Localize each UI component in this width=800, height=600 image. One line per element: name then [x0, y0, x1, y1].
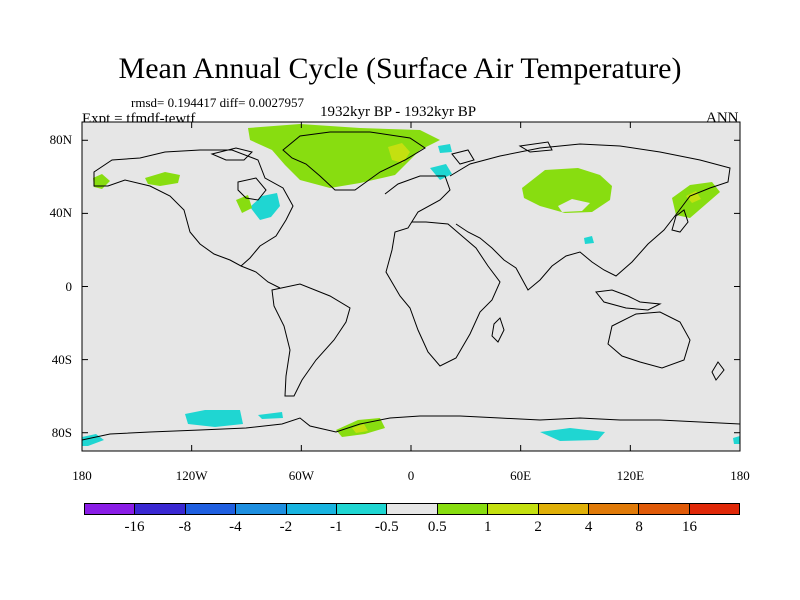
colorbar-tick-label: -2 [279, 519, 293, 535]
ross-cool-patch [185, 410, 243, 427]
southwest-cool-patch [82, 434, 104, 446]
madagascar [491, 317, 505, 343]
antarctica-coast [81, 415, 741, 441]
anomaly-patches [82, 124, 740, 446]
colorbar-tick-label: -16 [124, 519, 145, 535]
x-tick-label: 60W [288, 468, 314, 483]
colorbar-tick-label: -4 [229, 519, 242, 535]
arctic-islands [210, 141, 553, 165]
australia-coast [607, 311, 691, 369]
canada-cool-patch [250, 193, 280, 220]
coastlines [81, 131, 741, 441]
north-america-coast [93, 149, 294, 267]
colorbar [84, 503, 740, 515]
canada-green-patch [236, 195, 252, 213]
asia-hole [558, 199, 590, 212]
colorbar-tick-label: -8 [178, 519, 192, 535]
south-america-coast [271, 283, 351, 397]
y-tick-label: 0 [65, 278, 73, 294]
rmsd-diff-stats: rmsd= 0.194417 diff= 0.0027957 [131, 95, 304, 110]
colorbar-swatch [336, 504, 388, 514]
colorbar-tick-label: 16 [682, 519, 698, 535]
x-tick-label: 60E [510, 468, 532, 483]
y-tick-label: 40S [51, 351, 72, 367]
colorbar-tick-label: 2 [534, 519, 542, 535]
colorbar-swatch [639, 504, 690, 514]
arctic-cool-patch [438, 144, 452, 153]
colorbar-swatch [85, 504, 136, 514]
east-antarctic-cool-patch [540, 428, 605, 441]
colorbar-swatch [286, 504, 337, 514]
x-tick-label: 180 [72, 468, 92, 483]
plot-background [82, 122, 740, 451]
colorbar-tick-label: 0.5 [427, 519, 447, 535]
y-tick-label: 40N [49, 205, 72, 221]
colorbar-swatch [488, 504, 539, 514]
colorbar-tick-label: -0.5 [374, 519, 399, 535]
colorbar-swatch [236, 504, 287, 514]
y-tick-label: 80S [51, 424, 72, 440]
asia-coast [449, 143, 731, 291]
barents-cool-patch [430, 164, 452, 180]
weddell-inner-patch [352, 424, 368, 433]
new-zealand [711, 361, 725, 381]
x-tick-label: 180 [730, 468, 750, 483]
alaska-warm-patch [93, 174, 110, 189]
y-tick-label: 80N [49, 132, 72, 148]
southeast-cool-patch [733, 436, 740, 444]
colorbar-tick-label: -1 [330, 519, 343, 535]
kamchatka-inner-patch [686, 191, 701, 203]
x-tick-label: 120W [175, 468, 208, 483]
colorbar-swatch [689, 504, 740, 514]
colorbar-tick-label: 8 [635, 519, 643, 535]
central-america [240, 265, 281, 289]
x-tick-label: 120E [616, 468, 645, 483]
pacific-cool-patch [584, 236, 594, 244]
colorbar-swatch [538, 504, 589, 514]
colorbar-swatch [588, 504, 640, 514]
asia-warm-patch [522, 168, 612, 213]
colorbar-tick-label: 1 [483, 519, 492, 535]
colorbar-swatch [135, 504, 186, 514]
europe-africa-coast [384, 175, 501, 367]
hudson-bay [237, 177, 267, 201]
indonesia [595, 289, 662, 311]
greenland-tip-patch [388, 143, 410, 163]
amundsen-cool-patch [258, 412, 283, 419]
greenland-coast [282, 131, 426, 191]
period-label: 1932kyr BP - 1932kyr BP [320, 104, 477, 120]
greenland-warm-patch [248, 124, 440, 188]
colorbar-swatch [437, 504, 489, 514]
axis-tick-marks [81, 122, 741, 451]
japan [671, 209, 689, 233]
colorbar-tick-label: 4 [584, 519, 593, 535]
colorbar-swatch [185, 504, 237, 514]
chart-title: Mean Annual Cycle (Surface Air Temperatu… [118, 52, 682, 85]
northeast-warm-patch [145, 172, 180, 186]
x-tick-label: 0 [407, 468, 415, 483]
colorbar-swatch [387, 504, 438, 514]
